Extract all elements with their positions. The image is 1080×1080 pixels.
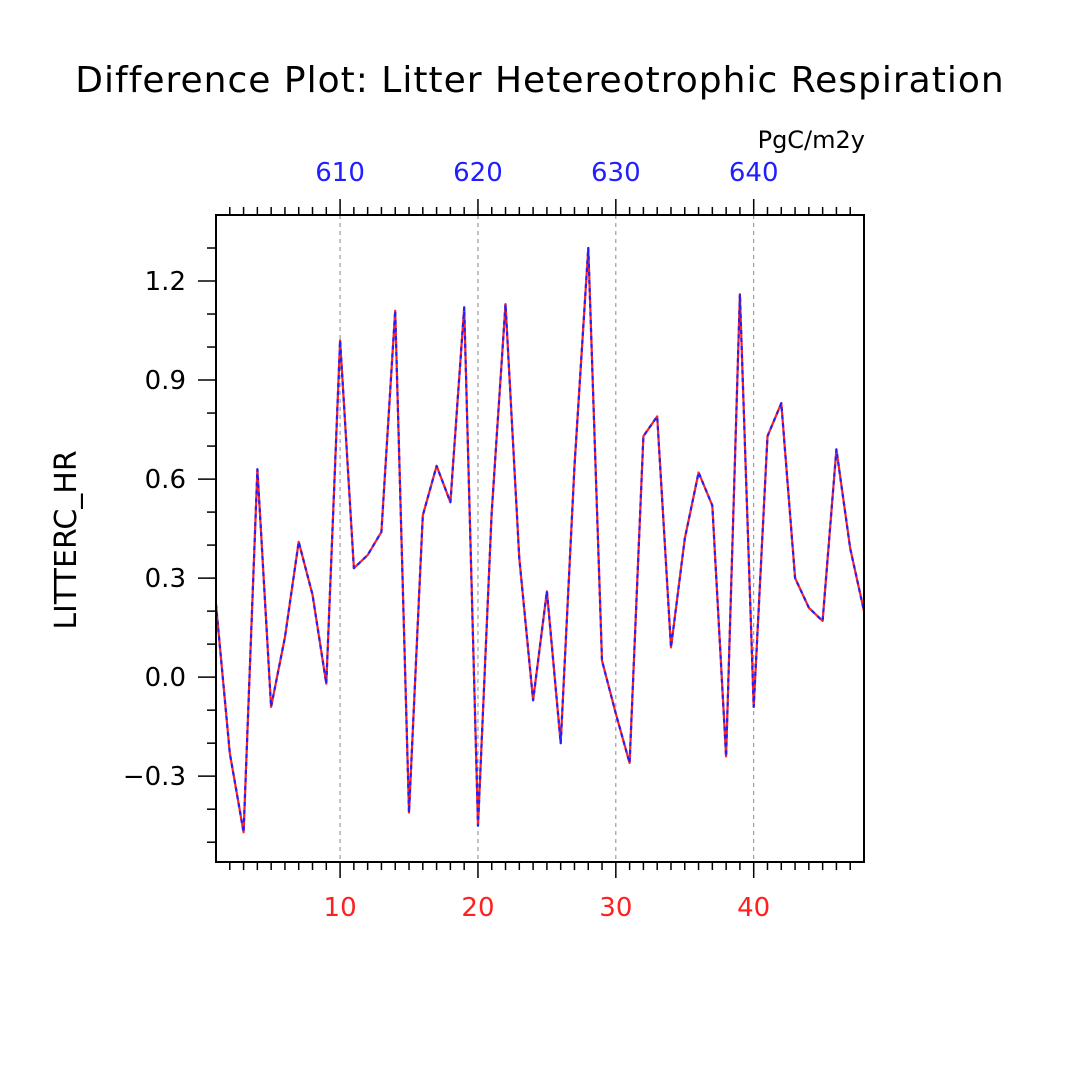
axis-ticks [198,199,851,878]
x-tick-label-bottom: 20 [461,893,494,923]
y-tick-label: 0.3 [145,564,186,594]
x-tick-label-bottom: 30 [599,893,632,923]
y-tick-label: 0.9 [145,366,186,396]
series-line-2 [214,246,866,834]
y-tick-label: 0.6 [145,465,186,495]
series-lines [214,246,866,834]
tick-labels: −0.3 0.0 0.3 0.6 0.9 1.2 10 20 30 40 610 620 630 640 [123,158,779,923]
plot-frame [215,214,865,863]
grid-lines [339,215,755,862]
x-tick-label-top: 630 [591,158,641,188]
chart-title: Difference Plot: Litter Hetereotrophic R… [75,60,1004,101]
y-tick-label: 1.2 [145,267,186,297]
x-tick-label-bottom: 40 [737,893,770,923]
x-tick-label-top: 610 [315,158,365,188]
y-tick-label: −0.3 [123,762,186,792]
units-label: PgC/m2y [758,126,865,154]
x-tick-label-top: 640 [729,158,779,188]
x-tick-label-top: 620 [453,158,503,188]
x-tick-label-bottom: 10 [324,893,357,923]
y-tick-label: 0.0 [145,663,186,693]
y-axis-label: LITTERC_HR [49,450,84,629]
series-line-1 [214,246,866,834]
